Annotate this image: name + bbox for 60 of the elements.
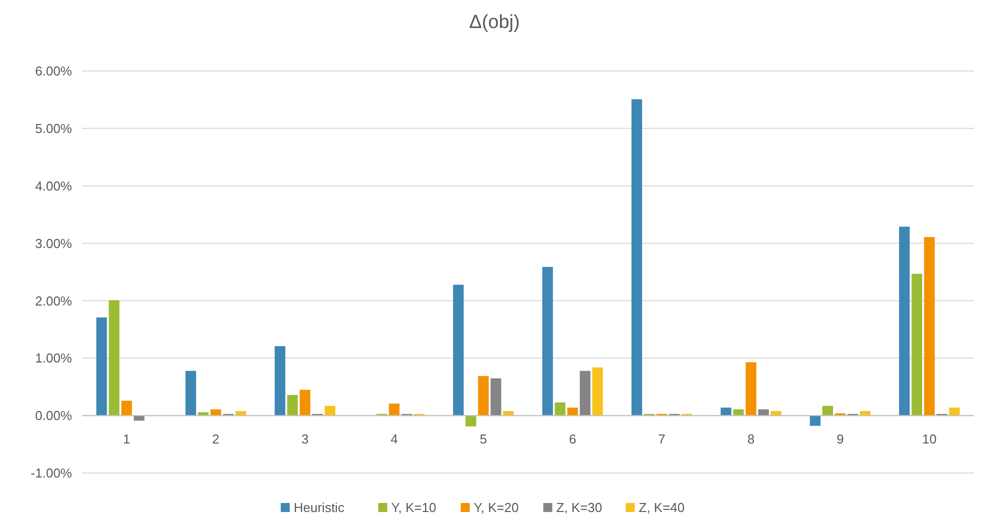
x-tick-label: 4 <box>390 432 398 447</box>
y-tick-label: 0.00% <box>35 408 72 424</box>
bar <box>478 376 489 416</box>
bar <box>860 411 871 416</box>
bar <box>274 346 286 416</box>
y-tick-label: 2.00% <box>35 293 72 308</box>
bar <box>453 284 464 416</box>
bar <box>720 408 732 416</box>
bar <box>388 404 400 416</box>
x-tick-label: 9 <box>836 432 844 447</box>
x-tick-label: 5 <box>480 432 488 447</box>
bar <box>300 390 310 416</box>
legend-label: Y, K=20 <box>474 500 519 515</box>
x-tick-label: 2 <box>212 432 220 447</box>
y-tick-label: -1.00% <box>30 466 72 481</box>
bar <box>324 406 336 416</box>
bar <box>733 409 744 416</box>
x-tick-label: 10 <box>922 432 937 447</box>
bar <box>96 317 107 416</box>
bar <box>949 408 960 416</box>
bar <box>490 378 502 416</box>
bar <box>912 274 922 416</box>
bar <box>185 370 196 416</box>
bar <box>210 409 222 416</box>
x-tick-label: 6 <box>568 432 576 447</box>
bar <box>924 237 935 416</box>
bar <box>631 99 642 416</box>
bar <box>758 409 769 416</box>
bar <box>554 402 566 416</box>
chart-title: Δ(obj) <box>469 12 520 33</box>
x-tick-label: 3 <box>301 432 309 447</box>
x-tick-label: 7 <box>658 432 666 447</box>
y-tick-label: 4.00% <box>35 178 72 194</box>
legend-label: Z, K=30 <box>556 500 602 515</box>
bar <box>466 416 476 426</box>
bar <box>592 367 603 416</box>
bar <box>287 394 298 416</box>
bar <box>822 406 834 416</box>
bar <box>503 411 514 416</box>
legend-label: Y, K=10 <box>391 500 436 515</box>
x-tick-label: 1 <box>122 432 130 447</box>
y-tick-label: 1.00% <box>35 350 72 366</box>
bar <box>770 411 782 416</box>
y-tick-label: 5.00% <box>35 120 72 136</box>
bar <box>746 362 756 416</box>
bar <box>899 226 910 416</box>
bar <box>198 412 209 416</box>
bar <box>236 411 246 416</box>
bar <box>542 266 553 416</box>
bar <box>134 416 144 421</box>
legend-label: Heuristic <box>294 500 345 515</box>
bar <box>108 300 120 416</box>
legend-label: Z, K=40 <box>638 500 685 515</box>
y-tick-label: 6.00% <box>35 64 72 79</box>
bar <box>121 400 132 416</box>
x-tick-label: 8 <box>747 432 755 447</box>
bar <box>567 408 578 416</box>
bar <box>580 370 590 416</box>
y-tick-label: 3.00% <box>35 236 72 251</box>
bar <box>810 416 820 426</box>
